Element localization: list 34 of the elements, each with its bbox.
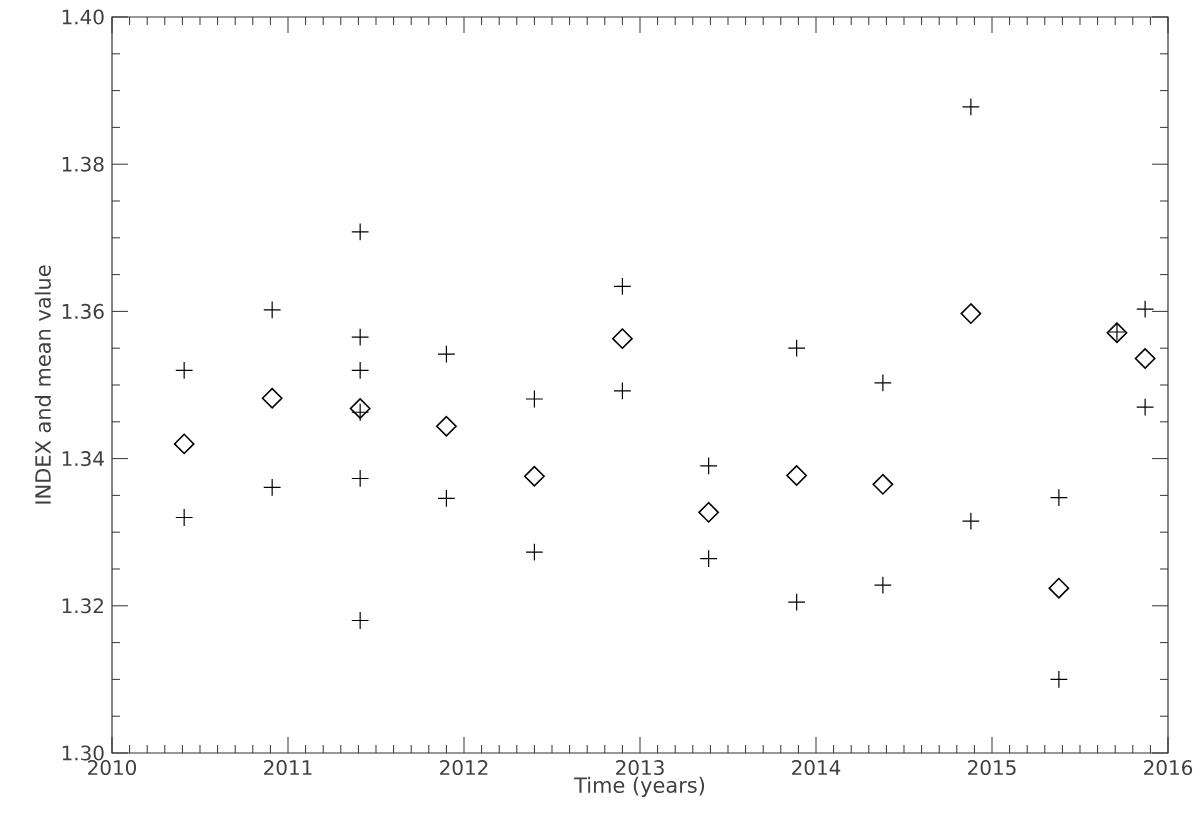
point — [435, 415, 457, 437]
point — [1134, 348, 1156, 369]
point — [872, 473, 894, 495]
point — [1136, 398, 1154, 416]
y-tick-label: 1.32 — [62, 598, 103, 614]
point — [700, 457, 718, 475]
y-tick-label: 1.36 — [62, 303, 104, 319]
x-tick-label: 2015 — [968, 760, 1016, 776]
y-tick-label: 1.30 — [62, 745, 104, 761]
point — [523, 465, 545, 487]
x-axis-title: Time (years) — [574, 776, 705, 798]
y-tick-label: 1.40 — [62, 9, 104, 25]
y-tick-label: 1.34 — [62, 451, 104, 467]
point — [261, 387, 283, 409]
point — [351, 223, 369, 241]
point — [438, 345, 455, 363]
point — [1048, 577, 1070, 599]
x-tick-label: 2010 — [88, 760, 137, 776]
x-tick-label: 2012 — [440, 760, 488, 776]
point — [173, 433, 195, 455]
point — [526, 390, 543, 408]
x-tick-label: 2014 — [792, 760, 841, 776]
point — [263, 301, 281, 319]
x-tick-label: 2013 — [616, 760, 664, 776]
point — [526, 543, 543, 561]
point — [611, 328, 633, 350]
y-axis-title: INDEX and mean value — [34, 265, 51, 504]
x-tick-label: 2016 — [1144, 760, 1193, 776]
point — [349, 398, 371, 419]
y-tick-label: 1.38 — [62, 156, 104, 172]
point — [786, 465, 808, 486]
point — [960, 303, 982, 325]
x-tick-label: 2011 — [264, 760, 312, 776]
point — [698, 501, 720, 523]
